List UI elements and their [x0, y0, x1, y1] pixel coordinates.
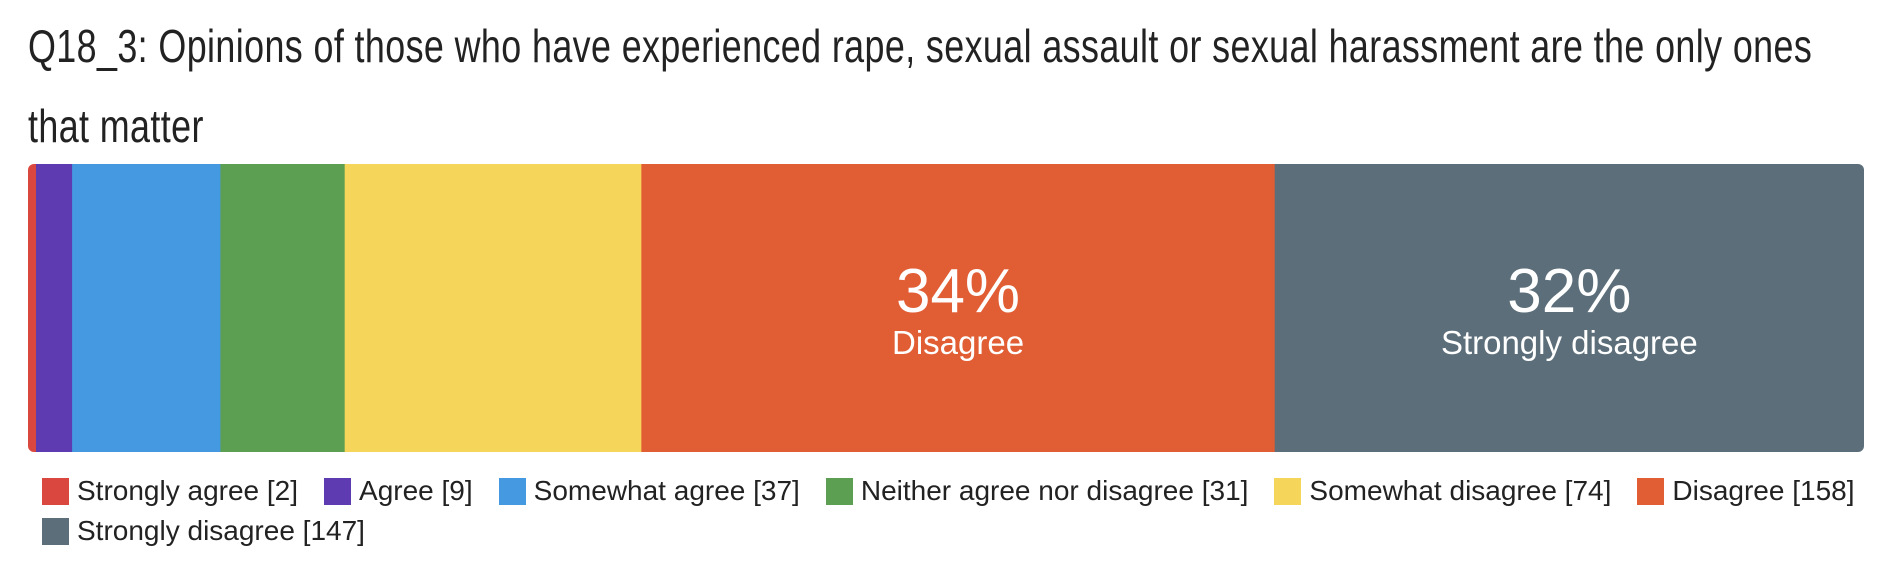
legend-swatch — [42, 477, 69, 505]
legend-item-disagree: Disagree [158] — [1637, 474, 1855, 508]
legend-swatch — [825, 477, 853, 505]
legend-swatch — [1274, 477, 1302, 505]
bar-segment-neither-agree-nor-disagree — [220, 164, 346, 452]
legend-label: Agree [9] — [359, 475, 473, 506]
chart-title: Q18_3: Opinions of those who have experi… — [28, 20, 1813, 152]
legend-item-strongly-disagree: Strongly disagree [147] — [42, 514, 365, 548]
legend-item-neither-agree-nor-disagree: Neither agree nor disagree [31] — [825, 474, 1249, 508]
legend-item-somewhat-agree: Somewhat agree [37] — [498, 474, 800, 508]
legend: Strongly agree [2] Agree [9] Somewhat agre… — [42, 474, 1882, 548]
segment-percent-label: 34% — [896, 257, 1020, 326]
legend-swatch — [1637, 477, 1665, 505]
legend-swatch — [498, 477, 526, 505]
bar-segment-agree — [36, 164, 73, 452]
legend-swatch — [324, 477, 352, 505]
bar-segments — [28, 164, 1864, 452]
legend-label: Neither agree nor disagree [31] — [860, 475, 1249, 506]
legend-swatch — [42, 517, 69, 545]
legend-item-strongly-agree: Strongly agree [2] — [42, 474, 298, 508]
legend-label: Somewhat agree [37] — [533, 475, 800, 506]
stacked-bar-chart: 34%Disagree 32%Strongly disagree — [28, 164, 1864, 452]
segment-labels: 34%Disagree 32%Strongly disagree — [892, 257, 1698, 361]
legend-label: Strongly agree [2] — [77, 475, 299, 506]
segment-name-label: Strongly disagree — [1441, 324, 1698, 361]
bar-segment-somewhat-agree — [72, 164, 221, 452]
segment-percent-label: 32% — [1507, 257, 1631, 326]
bar-segment-strongly-agree — [28, 164, 37, 452]
legend-item-somewhat-disagree: Somewhat disagree [74] — [1274, 474, 1611, 508]
legend-label: Somewhat disagree [74] — [1309, 475, 1612, 506]
legend-item-agree: Agree [9] — [324, 474, 473, 508]
bar-segment-disagree — [641, 164, 1276, 452]
legend-label: Strongly disagree [147] — [77, 515, 365, 546]
segment-name-label: Disagree — [892, 324, 1024, 361]
bar-segment-strongly-disagree — [1274, 164, 1864, 452]
bar-segment-somewhat-disagree — [344, 164, 642, 452]
legend-label: Disagree [158] — [1672, 475, 1855, 506]
